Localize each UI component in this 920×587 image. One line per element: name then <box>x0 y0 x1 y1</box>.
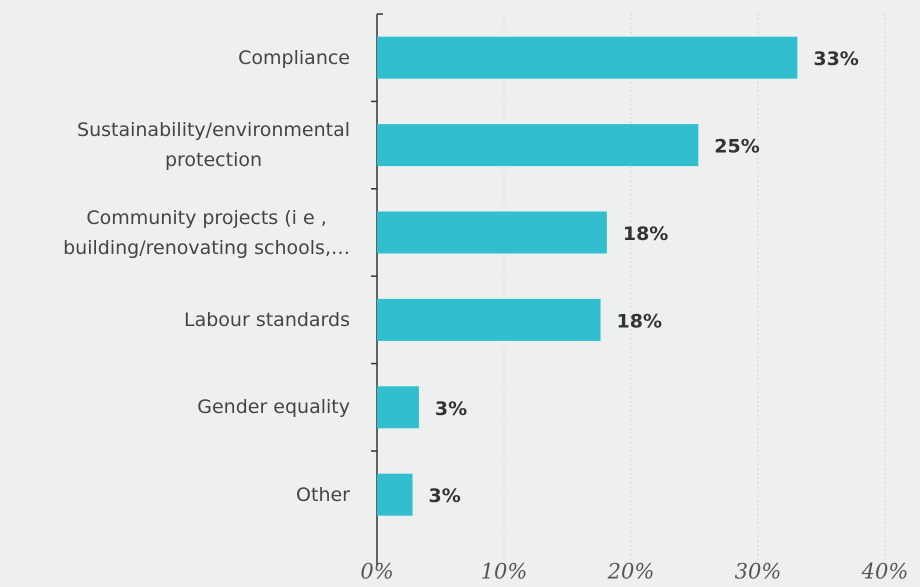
bar <box>377 124 699 167</box>
y-tick-label: Other <box>296 483 350 506</box>
x-tick-label: 20% <box>607 560 655 584</box>
bar <box>377 473 413 516</box>
value-label: 25% <box>714 136 759 158</box>
x-tick-label: 40% <box>861 560 909 584</box>
y-tick-label: Gender equality <box>197 396 350 419</box>
value-label: 3% <box>429 485 461 507</box>
bar <box>377 36 798 79</box>
bar <box>377 211 607 254</box>
value-label: 18% <box>623 223 668 245</box>
y-tick-label: Community projects (i e , building/renov… <box>63 206 350 259</box>
value-label: 3% <box>435 398 467 420</box>
y-tick-label: Labour standards <box>184 308 350 331</box>
bar <box>377 386 419 429</box>
x-tick-label: 10% <box>481 560 528 584</box>
x-tick-label: 30% <box>735 560 782 584</box>
y-tick-label: Compliance <box>238 46 350 69</box>
value-label: 33% <box>813 48 858 70</box>
value-label: 18% <box>617 310 662 332</box>
y-tick-label: Sustainability/environmental protection <box>77 119 350 172</box>
bar <box>377 298 601 341</box>
